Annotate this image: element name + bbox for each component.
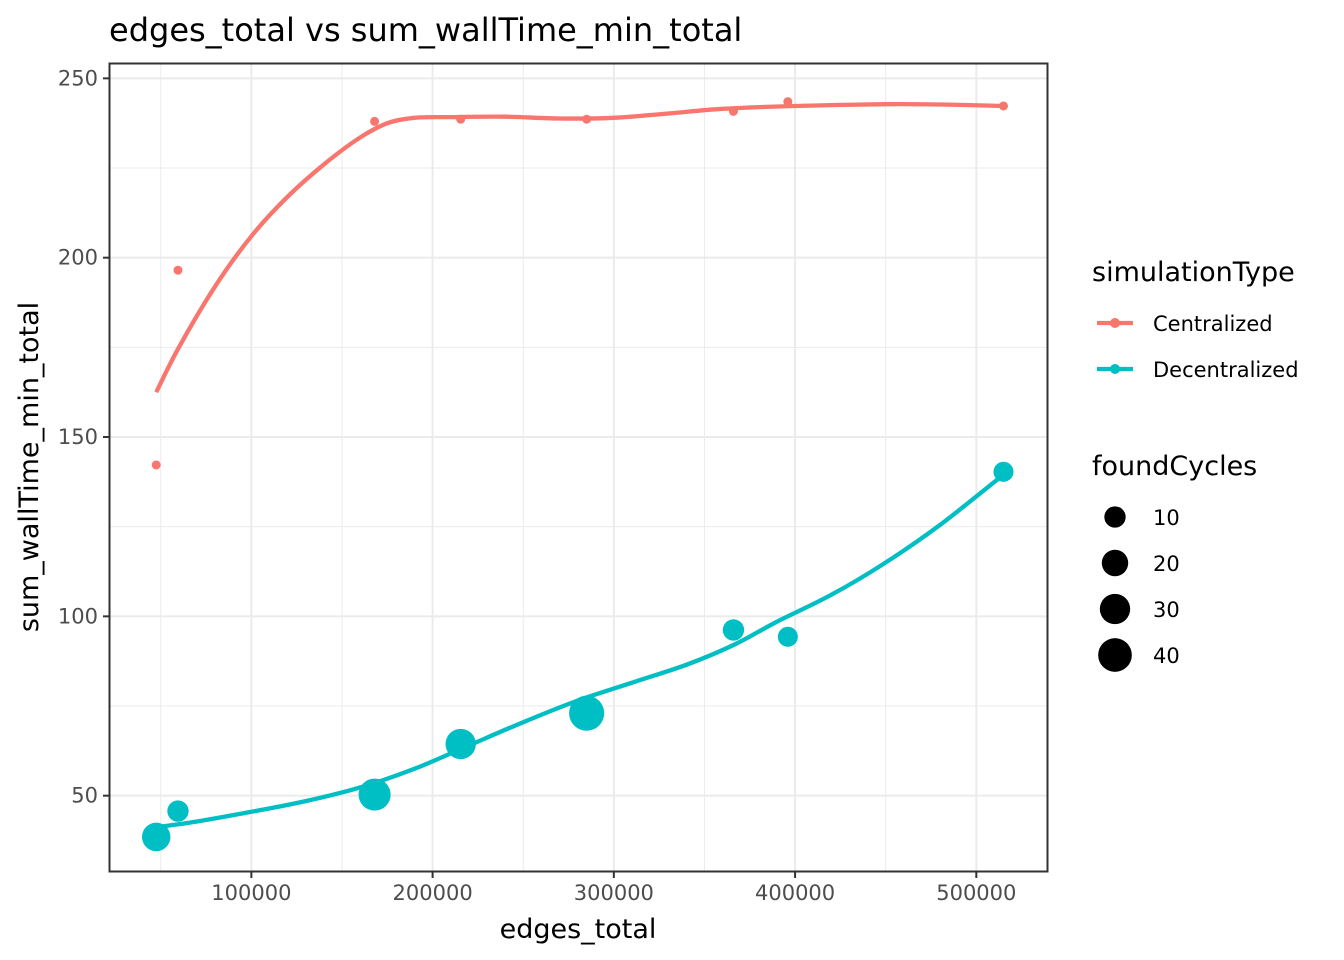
data-point-decentralized [777, 626, 798, 647]
legend-label-centralized: Centralized [1153, 312, 1273, 336]
x-axis-title: edges_total [500, 914, 657, 945]
x-tick-label: 100000 [211, 881, 291, 905]
data-point-centralized [728, 106, 738, 116]
plot-panel-border [108, 62, 1049, 873]
data-point-decentralized [445, 728, 476, 760]
data-point-centralized [783, 97, 793, 107]
x-tick-label: 300000 [574, 881, 654, 905]
y-tick-label: 100 [58, 604, 98, 628]
legend-color-title: simulationType [1092, 257, 1295, 288]
y-tick-label: 250 [58, 66, 98, 90]
legend-size-label: 40 [1153, 644, 1180, 668]
grid [110, 64, 1047, 871]
legend-size-key [1104, 506, 1126, 528]
legend-size-key [1098, 638, 1132, 672]
data-point-centralized [999, 101, 1009, 111]
data-point-decentralized [722, 619, 745, 641]
x-axis: 100000 200000 300000 400000 500000 [211, 872, 1016, 905]
y-tick-label: 200 [58, 246, 98, 270]
data-point-centralized [370, 116, 380, 126]
x-tick-label: 500000 [936, 881, 1016, 905]
data-point-centralized [151, 460, 161, 470]
legend-label-decentralized: Decentralized [1153, 358, 1299, 382]
chart-title: edges_total vs sum_wallTime_min_total [109, 11, 742, 49]
data-point-decentralized [141, 822, 171, 852]
data-point-decentralized [358, 778, 391, 811]
legend-size-items: 10 20 30 40 [1098, 506, 1180, 672]
legend-size-label: 30 [1153, 598, 1180, 622]
data-points [141, 97, 1014, 852]
smooth-line-centralized [154, 101, 1004, 394]
data-point-decentralized [993, 461, 1014, 482]
data-point-centralized [582, 114, 592, 124]
data-point-decentralized [569, 695, 605, 731]
y-tick-label: 50 [71, 784, 98, 808]
legend-size-label: 10 [1153, 506, 1180, 530]
y-axis-title: sum_wallTime_min_total [14, 302, 45, 632]
legend-size-key [1101, 549, 1129, 577]
legend-key-point-decentralized [1110, 364, 1120, 374]
legend-size-label: 20 [1153, 552, 1180, 576]
data-point-decentralized [167, 800, 189, 822]
smooth-line-decentralized [155, 473, 1005, 830]
legend-key-point-centralized [1110, 318, 1120, 328]
legend-size-title: foundCycles [1092, 451, 1257, 482]
data-point-centralized [456, 114, 466, 124]
y-axis: 50 100 150 200 250 [58, 66, 109, 808]
legend-color-items: Centralized Decentralized [1097, 312, 1299, 382]
legend-size-key [1099, 593, 1131, 625]
y-tick-label: 150 [58, 425, 98, 449]
x-tick-label: 400000 [755, 881, 835, 905]
data-point-centralized [173, 265, 183, 275]
x-tick-label: 200000 [393, 881, 473, 905]
legend: simulationType CentralizedDecentralized … [1092, 257, 1299, 672]
